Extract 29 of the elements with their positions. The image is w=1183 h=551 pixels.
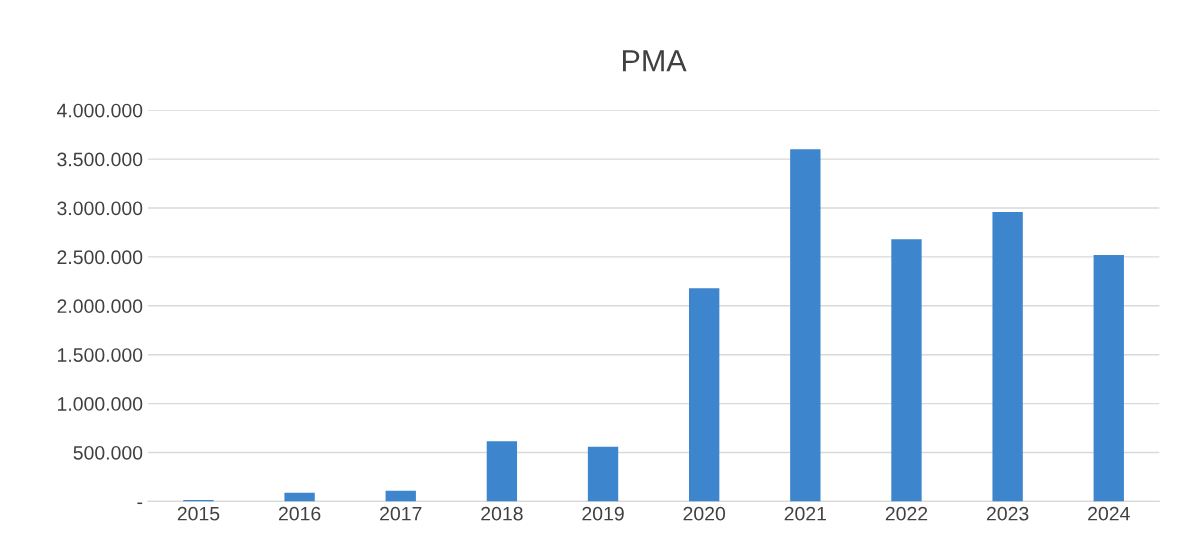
bar — [284, 492, 315, 502]
x-tick-label: 2022 — [885, 506, 928, 521]
bar — [486, 441, 518, 502]
x-tick-label: 2016 — [278, 506, 321, 521]
x-tick-label: 2023 — [986, 506, 1029, 521]
y-tick-label: 3.000.000 — [57, 201, 143, 216]
y-tick-label: 4.000.000 — [56, 103, 143, 118]
bar — [992, 211, 1023, 502]
bar — [385, 490, 416, 502]
x-tick-label: 2017 — [380, 506, 422, 521]
bar — [790, 149, 821, 502]
bar — [587, 446, 619, 502]
bar — [891, 239, 922, 502]
x-tick-label: 2018 — [481, 506, 523, 521]
y-tick-label: 2.000.000 — [57, 299, 143, 314]
y-tick-label: 1.500.000 — [58, 348, 143, 362]
y-tick-label: 3.500.000 — [57, 152, 143, 167]
x-tick-label: 2020 — [683, 506, 726, 521]
x-tick-label: 2019 — [582, 506, 624, 521]
x-tick-label: 2021 — [784, 506, 827, 521]
x-tick-label: 2015 — [177, 506, 220, 521]
chart-title: PMA — [623, 50, 687, 72]
y-tick-label: 2.500.000 — [57, 250, 143, 265]
y-tick-label: - — [137, 502, 143, 505]
bar — [1093, 254, 1124, 502]
y-tick-label: 500.000 — [73, 445, 143, 460]
y-tick-label: 1.000.000 — [58, 397, 143, 411]
x-tick-label: 2024 — [1088, 506, 1130, 521]
bar — [689, 288, 720, 502]
